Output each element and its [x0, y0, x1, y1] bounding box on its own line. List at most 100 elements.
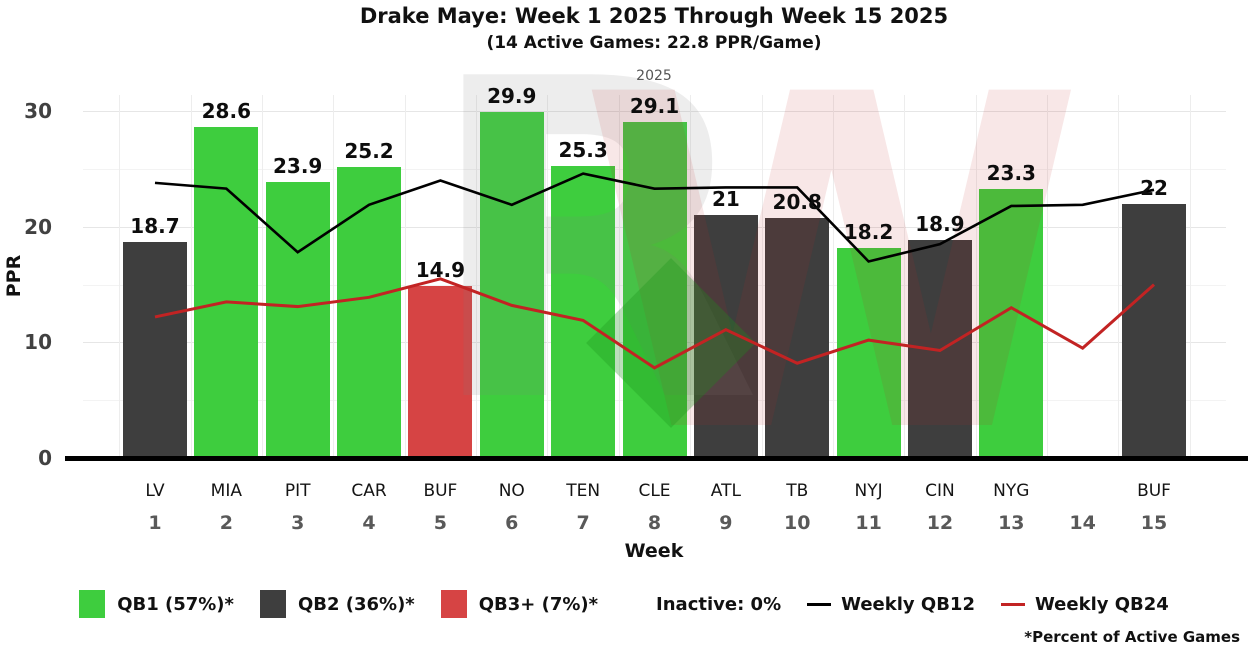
gridline-vertical	[547, 95, 549, 458]
bar-week-5	[408, 285, 473, 458]
legend-swatch-icon	[79, 590, 106, 618]
chart-subtitle: (14 Active Games: 22.8 PPR/Game)	[486, 33, 822, 53]
x-tick-week-number: 2	[219, 512, 233, 534]
legend: QB1 (57%)* QB2 (36%)* QB3+ (7%)* Inactive: …	[0, 590, 1248, 618]
x-tick-week-number: 13	[998, 512, 1025, 534]
x-tick-team: TB	[786, 481, 809, 501]
bar-value-label: 23.3	[986, 160, 1036, 185]
bar-value-label: 18.2	[843, 219, 894, 244]
bar-week-4	[337, 166, 402, 458]
y-tick-label: 30	[24, 99, 52, 124]
bar-value-label: 18.7	[130, 213, 180, 238]
gridline-vertical	[404, 95, 406, 458]
bar-week-9	[693, 215, 758, 458]
bar-week-7	[551, 165, 616, 458]
gridline-major	[83, 111, 1226, 113]
bar-value-label: 23.9	[273, 153, 323, 178]
legend-item: QB1 (57%)*	[79, 590, 234, 618]
bar-week-3	[265, 181, 330, 458]
gridline-vertical	[690, 95, 692, 458]
gridline-vertical	[904, 95, 906, 458]
gridline-vertical	[1118, 95, 1120, 458]
legend-line-icon	[1000, 602, 1025, 606]
bar-value-label: 14.9	[415, 257, 466, 282]
legend-swatch-icon	[440, 590, 467, 618]
bar-week-11	[836, 247, 901, 458]
x-tick-week-number: 14	[1069, 512, 1096, 534]
x-tick-week-number: 1	[148, 512, 162, 534]
bar-value-label: 25.3	[558, 137, 608, 162]
bar-week-2	[194, 127, 259, 458]
x-tick-team: NO	[498, 481, 525, 501]
legend-swatch-icon	[259, 590, 286, 618]
legend-label: Weekly QB12	[841, 593, 975, 615]
x-tick-week-number: 10	[783, 512, 811, 534]
x-tick-team: BUF	[423, 481, 458, 501]
legend-item: Inactive: 0%	[656, 594, 781, 615]
gridline-vertical	[476, 95, 478, 458]
gridline-vertical	[761, 95, 763, 458]
x-tick-week-number: 8	[647, 512, 662, 534]
x-tick-week-number: 12	[926, 512, 954, 534]
x-tick-week-number: 4	[362, 512, 376, 534]
plot-area: R W 18.728.623.925.214.929.925.329.12120…	[83, 23, 1226, 497]
legend-item: QB3+ (7%)*	[440, 590, 599, 618]
x-axis-baseline	[65, 456, 1248, 461]
y-tick-label: 10	[24, 330, 52, 355]
y-tick-label: 0	[38, 446, 52, 470]
x-tick-team: NYJ	[854, 481, 883, 501]
legend-item: Weekly QB24	[1000, 593, 1169, 615]
gridline-vertical	[832, 95, 834, 458]
x-tick-team: NYG	[993, 481, 1030, 501]
bar-week-1	[122, 241, 187, 458]
bar-value-label: 18.9	[915, 211, 965, 236]
x-tick-team: ATL	[710, 481, 741, 501]
bar-value-label: 22	[1140, 175, 1168, 200]
bar-value-label: 29.1	[629, 93, 680, 118]
bar-value-label: 20.8	[772, 189, 822, 214]
x-tick-team: TEN	[566, 481, 601, 501]
x-tick-week-number: 11	[855, 512, 882, 534]
gridline-vertical	[975, 95, 977, 458]
legend-label: Weekly QB24	[1034, 593, 1169, 615]
x-tick-week-number: 6	[505, 512, 519, 534]
gridline-vertical	[618, 95, 620, 458]
legend-label: QB3+ (7%)*	[478, 593, 599, 615]
legend-label: QB1 (57%)*	[117, 593, 234, 615]
bar-week-6	[479, 112, 544, 458]
bar-value-label: 21	[711, 187, 740, 212]
x-tick-week-number: 5	[433, 512, 448, 534]
x-tick-week-number: 3	[291, 512, 305, 534]
x-axis-title: Week	[624, 540, 684, 562]
footnote: *Percent of Active Games	[1024, 628, 1240, 646]
trend-line-weekly-qb24	[154, 277, 1156, 370]
bar-week-15	[1122, 203, 1187, 458]
gridline-vertical	[262, 95, 264, 458]
gridline-vertical	[190, 95, 192, 458]
facet-label-year: 2025	[636, 68, 672, 84]
x-tick-team: CIN	[925, 481, 955, 501]
x-tick-team: PIT	[284, 481, 311, 501]
x-tick-team: LV	[145, 481, 165, 501]
gridline-vertical	[333, 95, 335, 458]
gridline-vertical	[1046, 95, 1048, 458]
gridline-vertical	[1189, 95, 1191, 458]
gridline-vertical	[119, 95, 121, 458]
x-tick-week-number: 7	[576, 512, 590, 534]
legend-item: QB2 (36%)*	[259, 590, 415, 618]
x-tick-team: MIA	[210, 481, 242, 501]
chart-title: Drake Maye: Week 1 2025 Through Week 15 …	[359, 4, 949, 28]
trend-lines-layer	[154, 172, 1156, 370]
trend-line-weekly-qb12	[154, 172, 1155, 263]
x-tick-team: BUF	[1137, 481, 1171, 501]
bar-value-label: 28.6	[201, 99, 251, 124]
x-tick-week-number: 15	[1140, 512, 1168, 534]
x-tick-team: CAR	[351, 481, 387, 501]
legend-label: QB2 (36%)*	[297, 593, 415, 615]
legend-line-icon	[807, 602, 832, 606]
x-tick-week-number: 9	[719, 512, 733, 534]
bar-week-13	[979, 188, 1044, 458]
bar-value-label: 25.2	[344, 138, 394, 163]
bar-week-8	[622, 121, 687, 458]
